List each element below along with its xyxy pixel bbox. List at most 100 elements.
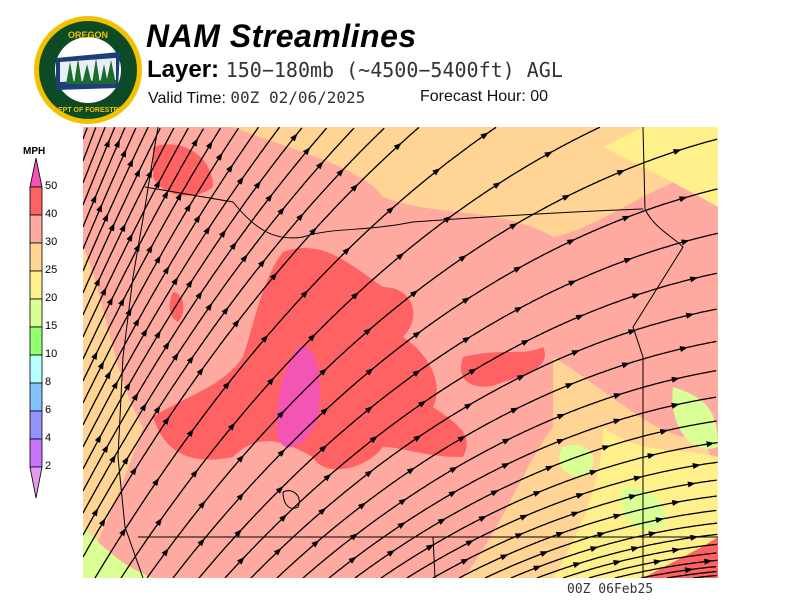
streamline-arrow — [544, 151, 553, 158]
streamline-arrow — [673, 149, 682, 155]
streamline-arrow — [276, 410, 285, 419]
streamline-arrow — [279, 514, 288, 522]
legend-tick: 10 — [45, 348, 58, 360]
streamline-arrow — [633, 475, 643, 482]
streamline-arrow — [101, 444, 109, 453]
streamline-arrow — [348, 556, 357, 564]
streamline-arrow — [302, 147, 311, 156]
streamline — [83, 127, 149, 272]
streamline-arrow — [601, 445, 611, 451]
streamline-arrow — [260, 334, 269, 343]
streamline — [692, 574, 717, 578]
streamline-arrow — [184, 203, 192, 212]
streamline-arrow — [96, 203, 103, 213]
streamline-arrow — [221, 306, 229, 315]
streamline-arrow — [684, 567, 694, 574]
streamline — [83, 127, 97, 162]
layer-label: Layer: — [147, 56, 220, 83]
streamline-arrow — [480, 132, 489, 140]
streamline-arrow — [133, 243, 141, 252]
streamline-arrow — [565, 383, 574, 389]
streamline-arrow — [571, 350, 580, 356]
forecast-hour: Forecast Hour: 00 — [420, 88, 548, 106]
streamline-arrow — [236, 454, 245, 463]
streamline-arrow — [125, 307, 132, 317]
streamline-arrow — [131, 392, 139, 401]
streamline-arrow — [627, 329, 637, 336]
streamline-arrow — [120, 148, 127, 158]
streamline-arrow — [139, 403, 147, 412]
streamline-arrow — [90, 194, 97, 204]
streamline-arrow — [443, 215, 452, 224]
streamline-arrow — [671, 547, 681, 554]
streamline-arrow — [685, 312, 695, 319]
streamline — [328, 396, 717, 578]
streamline-arrow — [397, 522, 406, 529]
streamline-arrow — [153, 179, 161, 189]
streamline-arrow — [320, 407, 329, 416]
streamline — [83, 127, 240, 404]
streamline — [83, 127, 222, 382]
streamline-arrow — [161, 548, 169, 557]
streamline-arrow — [590, 546, 599, 552]
streamline-arrow — [631, 293, 641, 300]
streamline-arrow — [448, 490, 457, 498]
streamline-arrow — [492, 182, 502, 189]
streamline — [250, 308, 717, 578]
streamline-arrow — [111, 380, 119, 390]
streamline-arrow — [364, 469, 373, 478]
streamline-arrow — [269, 272, 278, 281]
legend-tick: 15 — [45, 320, 58, 332]
streamline — [666, 570, 717, 578]
forecast-hour-value: 00 — [530, 88, 549, 105]
streamline-arrow — [300, 290, 309, 298]
streamline-arrow — [350, 183, 359, 192]
streamline-arrow — [161, 190, 169, 199]
streamline-arrow — [132, 317, 140, 327]
streamline-arrow — [589, 469, 598, 476]
streamline-arrow — [704, 558, 713, 565]
streamline-arrow — [568, 280, 577, 287]
streamline-arrow — [630, 546, 640, 552]
streamline-map — [83, 127, 718, 578]
legend-tick: 8 — [45, 376, 52, 388]
layer-value: 150−180mb (~4500−5400ft) AGL — [225, 58, 563, 82]
streamline-arrow — [572, 562, 582, 568]
streamline-arrow — [533, 565, 542, 572]
page-title: NAM Streamlines — [146, 18, 417, 54]
streamline-arrow — [103, 139, 110, 148]
legend-swatch-above-50 — [29, 158, 43, 188]
streamline-arrow — [319, 368, 328, 376]
valid-time-value: 00Z 02/06/2025 — [230, 88, 366, 107]
streamline-arrow — [195, 291, 203, 300]
streamline-arrow — [273, 547, 282, 556]
streamline-arrow — [134, 168, 141, 178]
streamline-arrow — [351, 292, 359, 300]
streamline — [83, 127, 88, 140]
streamline-arrow — [198, 500, 206, 509]
streamline-arrow — [692, 463, 701, 469]
legend-swatch-40_50 — [29, 186, 43, 216]
streamline-arrow — [613, 560, 622, 566]
streamline-arrow — [358, 502, 367, 510]
streamline-arrow — [678, 196, 688, 203]
streamline-arrow — [277, 207, 285, 216]
streamline-arrow — [227, 422, 236, 431]
streamline-arrow — [336, 168, 345, 177]
streamline — [354, 420, 717, 578]
streamline-arrow — [679, 346, 689, 352]
streamline-arrow — [154, 330, 161, 339]
streamline-arrow — [519, 514, 529, 521]
streamline — [198, 232, 718, 578]
streamline-arrow — [575, 493, 585, 499]
streamline-arrow — [540, 551, 549, 557]
streamline-arrow — [513, 266, 522, 273]
streamline-arrow — [193, 214, 201, 224]
streamline-arrow — [218, 229, 226, 238]
streamline-arrow — [100, 287, 107, 296]
streamline-arrow — [502, 438, 511, 445]
streamline-arrow — [162, 416, 170, 425]
streamline-arrow — [706, 441, 715, 448]
streamline-arrow — [118, 297, 125, 307]
streamline-arrow — [154, 255, 161, 264]
